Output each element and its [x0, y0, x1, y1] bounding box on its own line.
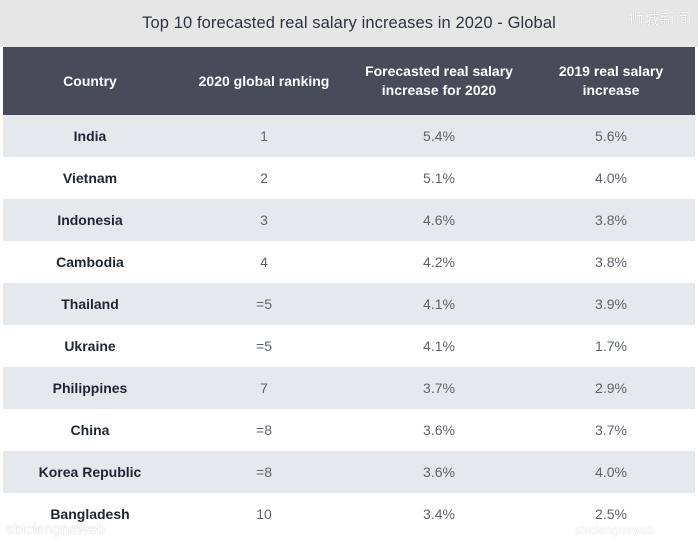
cell-increase-2019: 1.7% [527, 325, 695, 367]
header-row: Country 2020 global ranking Forecasted r… [3, 47, 695, 115]
cell-country: Vietnam [3, 157, 177, 199]
cell-ranking: =5 [177, 325, 351, 367]
cell-increase-2019: 2.9% [527, 367, 695, 409]
watermark-bottom-left: sbiclengneweb [6, 521, 106, 538]
table-row: Thailand =5 4.1% 3.9% [3, 283, 695, 325]
cell-ranking: 3 [177, 199, 351, 241]
cell-ranking: 1 [177, 115, 351, 157]
cell-country: Indonesia [3, 199, 177, 241]
cell-country: Thailand [3, 283, 177, 325]
cell-increase-2019: 3.8% [527, 241, 695, 283]
cell-forecast-2020: 3.6% [351, 451, 527, 493]
cell-forecast-2020: 4.1% [351, 325, 527, 367]
watermark-top-right: 狮城新闻 [627, 11, 692, 28]
title-bar: Top 10 forecasted real salary increases … [0, 0, 698, 47]
cell-country: Korea Republic [3, 451, 177, 493]
table-title: Top 10 forecasted real salary increases … [142, 14, 556, 32]
cell-increase-2019: 5.6% [527, 115, 695, 157]
table-body: India 1 5.4% 5.6% Vietnam 2 5.1% 4.0% Indonesia 3… [3, 115, 695, 535]
cell-increase-2019: 4.0% [527, 451, 695, 493]
table-row: Korea Republic =8 3.6% 4.0% [3, 451, 695, 493]
column-header-forecast-2020: Forecasted real salary increase for 2020 [351, 47, 527, 115]
cell-ranking: 4 [177, 241, 351, 283]
cell-increase-2019: 3.9% [527, 283, 695, 325]
column-header-country: Country [3, 47, 177, 115]
cell-forecast-2020: 3.7% [351, 367, 527, 409]
salary-table: Country 2020 global ranking Forecasted r… [3, 47, 695, 535]
cell-ranking: =5 [177, 283, 351, 325]
column-header-ranking: 2020 global ranking [177, 47, 351, 115]
cell-country: China [3, 409, 177, 451]
cell-forecast-2020: 4.2% [351, 241, 527, 283]
cell-forecast-2020: 5.4% [351, 115, 527, 157]
cell-country: Bangladesh [3, 493, 177, 535]
column-header-increase-2019: 2019 real salary increase [527, 47, 695, 115]
table-row: Bangladesh 10 3.4% 2.5% [3, 493, 695, 535]
cell-country: Cambodia [3, 241, 177, 283]
table-row: India 1 5.4% 5.6% [3, 115, 695, 157]
cell-increase-2019: 3.8% [527, 199, 695, 241]
table-row: Indonesia 3 4.6% 3.8% [3, 199, 695, 241]
cell-forecast-2020: 4.1% [351, 283, 527, 325]
cell-ranking: =8 [177, 409, 351, 451]
cell-forecast-2020: 3.6% [351, 409, 527, 451]
cell-country: India [3, 115, 177, 157]
cell-country: Philippines [3, 367, 177, 409]
cell-ranking: 2 [177, 157, 351, 199]
table-row: China =8 3.6% 3.7% [3, 409, 695, 451]
table-row: Cambodia 4 4.2% 3.8% [3, 241, 695, 283]
cell-country: Ukraine [3, 325, 177, 367]
table-row: Ukraine =5 4.1% 1.7% [3, 325, 695, 367]
cell-increase-2019: 3.7% [527, 409, 695, 451]
cell-ranking: 7 [177, 367, 351, 409]
cell-forecast-2020: 4.6% [351, 199, 527, 241]
cell-ranking: 10 [177, 493, 351, 535]
cell-ranking: =8 [177, 451, 351, 493]
cell-increase-2019: 2.5% [527, 493, 695, 535]
table-row: Vietnam 2 5.1% 4.0% [3, 157, 695, 199]
cell-forecast-2020: 3.4% [351, 493, 527, 535]
cell-increase-2019: 4.0% [527, 157, 695, 199]
table-row: Philippines 7 3.7% 2.9% [3, 367, 695, 409]
watermark-bottom-right: sbiclengneweb [574, 523, 654, 537]
cell-forecast-2020: 5.1% [351, 157, 527, 199]
